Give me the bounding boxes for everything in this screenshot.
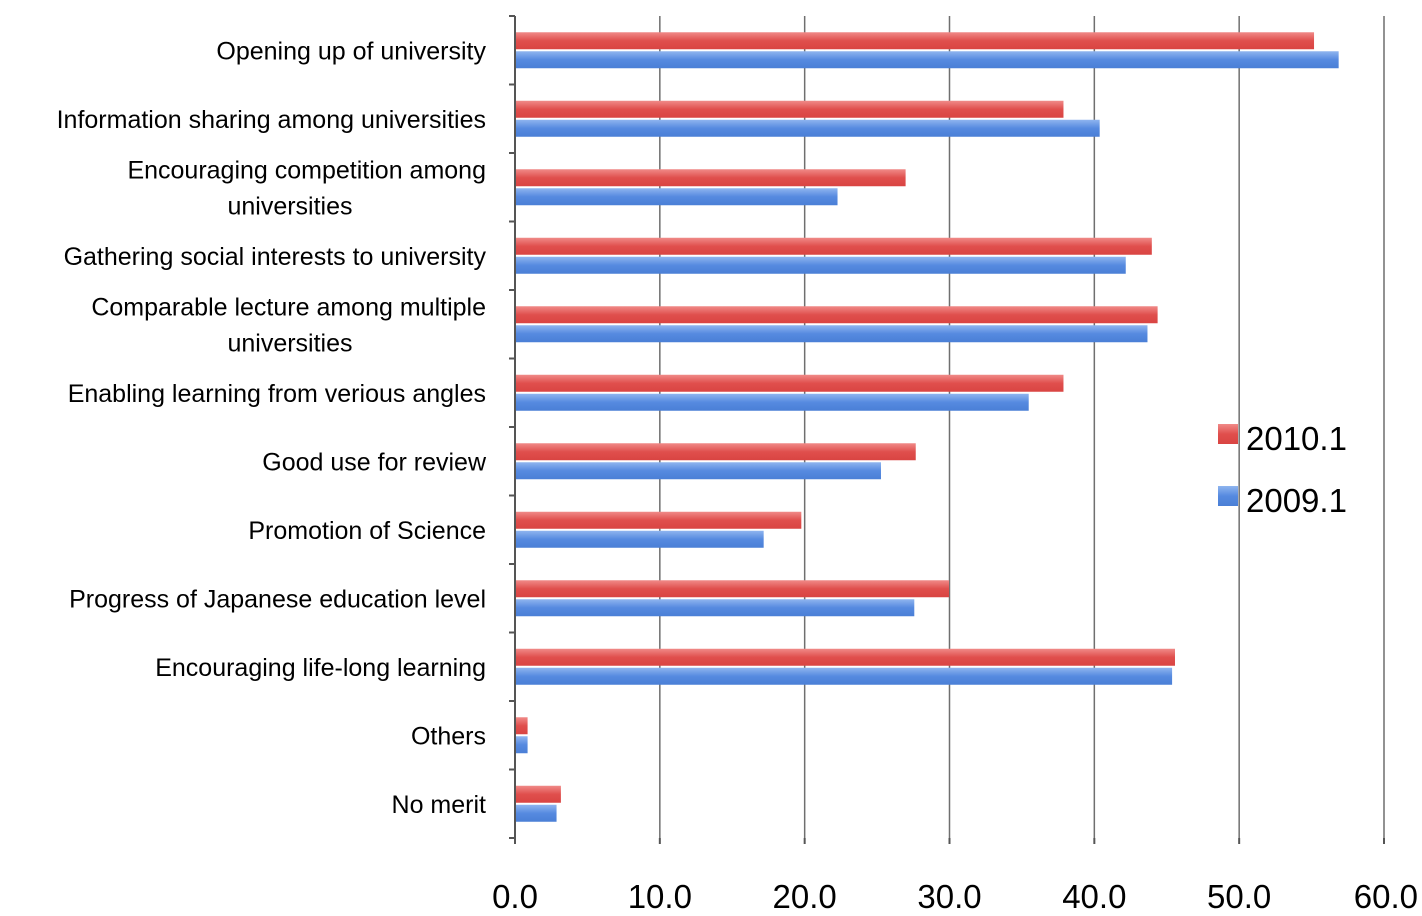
bar-2010-1-5	[516, 374, 1064, 392]
x-tick-label: 20.0	[773, 878, 837, 915]
bar-2009-1-8	[516, 599, 915, 617]
category-label: Information sharing among universities	[57, 106, 486, 134]
bar-2010-1-6	[516, 443, 916, 461]
bar-2009-1-2	[516, 188, 838, 206]
legend-swatch	[1218, 486, 1238, 506]
category-label: Good use for review	[262, 448, 487, 476]
category-label: Comparable lecture among multiple	[91, 293, 486, 321]
x-tick-label: 10.0	[628, 878, 692, 915]
bar-2009-1-1	[516, 119, 1100, 137]
bar-2009-1-4	[516, 325, 1148, 343]
x-tick-label: 50.0	[1207, 878, 1271, 915]
bar-2010-1-1	[516, 100, 1064, 118]
x-tick-labels: 0.0 10.0 20.0 30.0 40.0 50.0 60.0	[492, 878, 1418, 915]
x-tick-label: 30.0	[917, 878, 981, 915]
bars	[516, 32, 1339, 822]
legend-swatch	[1218, 424, 1238, 444]
category-label: No merit	[392, 791, 487, 819]
bar-2009-1-3	[516, 256, 1126, 274]
bar-2010-1-2	[516, 169, 906, 187]
legend: 2010.1 2009.1	[1218, 420, 1347, 519]
bar-2010-1-7	[516, 511, 802, 529]
bar-2009-1-11	[516, 804, 557, 822]
bar-2010-1-10	[516, 717, 528, 735]
bar-2010-1-4	[516, 306, 1158, 324]
x-tick-label: 60.0	[1354, 878, 1418, 915]
x-tick-label: 0.0	[492, 878, 538, 915]
category-label: Encouraging competition among	[127, 156, 486, 184]
category-labels: Opening up of university Information shar…	[57, 37, 487, 819]
category-label: universities	[227, 192, 352, 220]
category-label: Promotion of Science	[248, 517, 486, 545]
category-label: Progress of Japanese education level	[69, 585, 486, 613]
axes	[509, 15, 1385, 844]
bar-2009-1-7	[516, 530, 764, 548]
x-tick-label: 40.0	[1062, 878, 1126, 915]
category-label: Encouraging life-long learning	[155, 654, 486, 682]
bar-2010-1-0	[516, 32, 1315, 50]
category-label: Gathering social interests to university	[64, 243, 487, 271]
bar-2010-1-3	[516, 237, 1152, 255]
bar-2009-1-6	[516, 462, 881, 480]
bar-2010-1-11	[516, 785, 561, 803]
gridlines	[659, 16, 1385, 838]
category-label: Opening up of university	[216, 37, 486, 65]
category-label: universities	[227, 329, 352, 357]
legend-label: 2009.1	[1246, 482, 1347, 519]
bar-2009-1-0	[516, 51, 1339, 69]
bar-2010-1-9	[516, 648, 1175, 666]
bar-2009-1-9	[516, 667, 1173, 685]
bar-2010-1-8	[516, 580, 950, 598]
category-label: Enabling learning from verious angles	[68, 380, 486, 408]
category-label: Others	[411, 722, 486, 750]
bar-2009-1-5	[516, 393, 1029, 411]
legend-label: 2010.1	[1246, 420, 1347, 457]
bar-2009-1-10	[516, 736, 528, 754]
